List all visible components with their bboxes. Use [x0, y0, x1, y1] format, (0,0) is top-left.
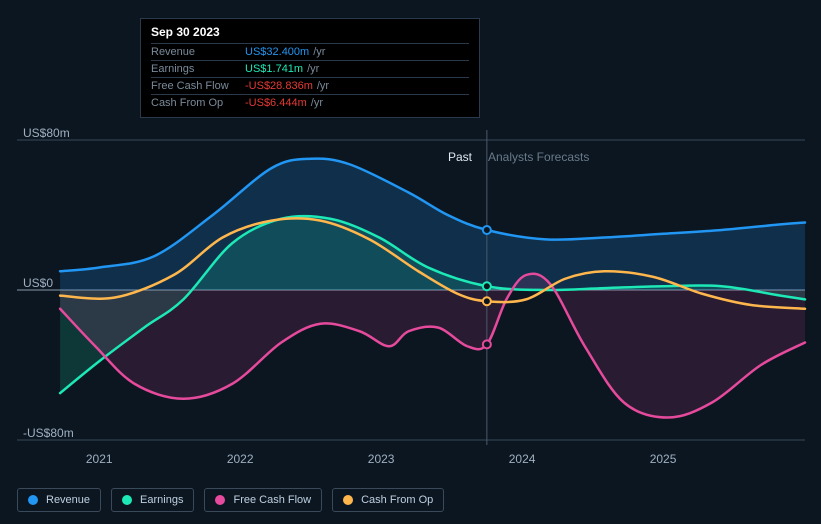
- forecast-section-label: Analysts Forecasts: [488, 150, 589, 164]
- legend-label: Free Cash Flow: [233, 494, 311, 506]
- x-axis-tick-label: 2025: [650, 452, 677, 466]
- legend-item-revenue[interactable]: Revenue: [17, 488, 101, 512]
- tooltip-row: Free Cash Flow-US$28.836m/yr: [151, 77, 469, 94]
- legend-swatch-icon: [28, 495, 38, 505]
- financial-chart: Sep 30 2023 RevenueUS$32.400m/yrEarnings…: [0, 0, 821, 524]
- legend-swatch-icon: [122, 495, 132, 505]
- series-area-free-cash-flow: [60, 274, 805, 418]
- legend-item-cash-from-op[interactable]: Cash From Op: [332, 488, 444, 512]
- tooltip-row: RevenueUS$32.400m/yr: [151, 43, 469, 60]
- tooltip-metric-value: -US$28.836m: [245, 80, 313, 92]
- tooltip-metric-value: US$32.400m: [245, 46, 309, 58]
- x-axis-tick-label: 2023: [368, 452, 395, 466]
- legend-swatch-icon: [343, 495, 353, 505]
- tooltip-metric-label: Earnings: [151, 63, 245, 75]
- y-axis-tick-label: -US$80m: [23, 426, 74, 440]
- chart-legend: Revenue Earnings Free Cash Flow Cash From O…: [17, 488, 444, 512]
- legend-swatch-icon: [215, 495, 225, 505]
- tooltip-row: Cash From Op-US$6.444m/yr: [151, 94, 469, 111]
- legend-item-free-cash-flow[interactable]: Free Cash Flow: [204, 488, 322, 512]
- chart-tooltip: Sep 30 2023 RevenueUS$32.400m/yrEarnings…: [140, 18, 480, 118]
- legend-item-earnings[interactable]: Earnings: [111, 488, 194, 512]
- tooltip-metric-label: Cash From Op: [151, 97, 245, 109]
- legend-label: Cash From Op: [361, 494, 433, 506]
- x-axis-tick-label: 2021: [86, 452, 113, 466]
- tooltip-row: EarningsUS$1.741m/yr: [151, 60, 469, 77]
- y-axis-tick-label: US$0: [23, 276, 53, 290]
- tooltip-metric-unit: /yr: [311, 97, 323, 109]
- series-marker-earnings[interactable]: [483, 282, 491, 290]
- tooltip-metric-value: US$1.741m: [245, 63, 303, 75]
- tooltip-metric-unit: /yr: [307, 63, 319, 75]
- series-marker-free-cash-flow[interactable]: [483, 340, 491, 348]
- x-axis-tick-label: 2022: [227, 452, 254, 466]
- tooltip-metric-unit: /yr: [317, 80, 329, 92]
- x-axis-tick-label: 2024: [509, 452, 536, 466]
- past-section-label: Past: [448, 150, 472, 164]
- legend-label: Earnings: [140, 494, 183, 506]
- series-marker-revenue[interactable]: [483, 226, 491, 234]
- y-axis-tick-label: US$80m: [23, 126, 70, 140]
- tooltip-date: Sep 30 2023: [151, 25, 469, 39]
- tooltip-metric-unit: /yr: [313, 46, 325, 58]
- legend-label: Revenue: [46, 494, 90, 506]
- tooltip-metric-value: -US$6.444m: [245, 97, 307, 109]
- tooltip-metric-label: Revenue: [151, 46, 245, 58]
- tooltip-metric-label: Free Cash Flow: [151, 80, 245, 92]
- series-marker-cash-from-op[interactable]: [483, 297, 491, 305]
